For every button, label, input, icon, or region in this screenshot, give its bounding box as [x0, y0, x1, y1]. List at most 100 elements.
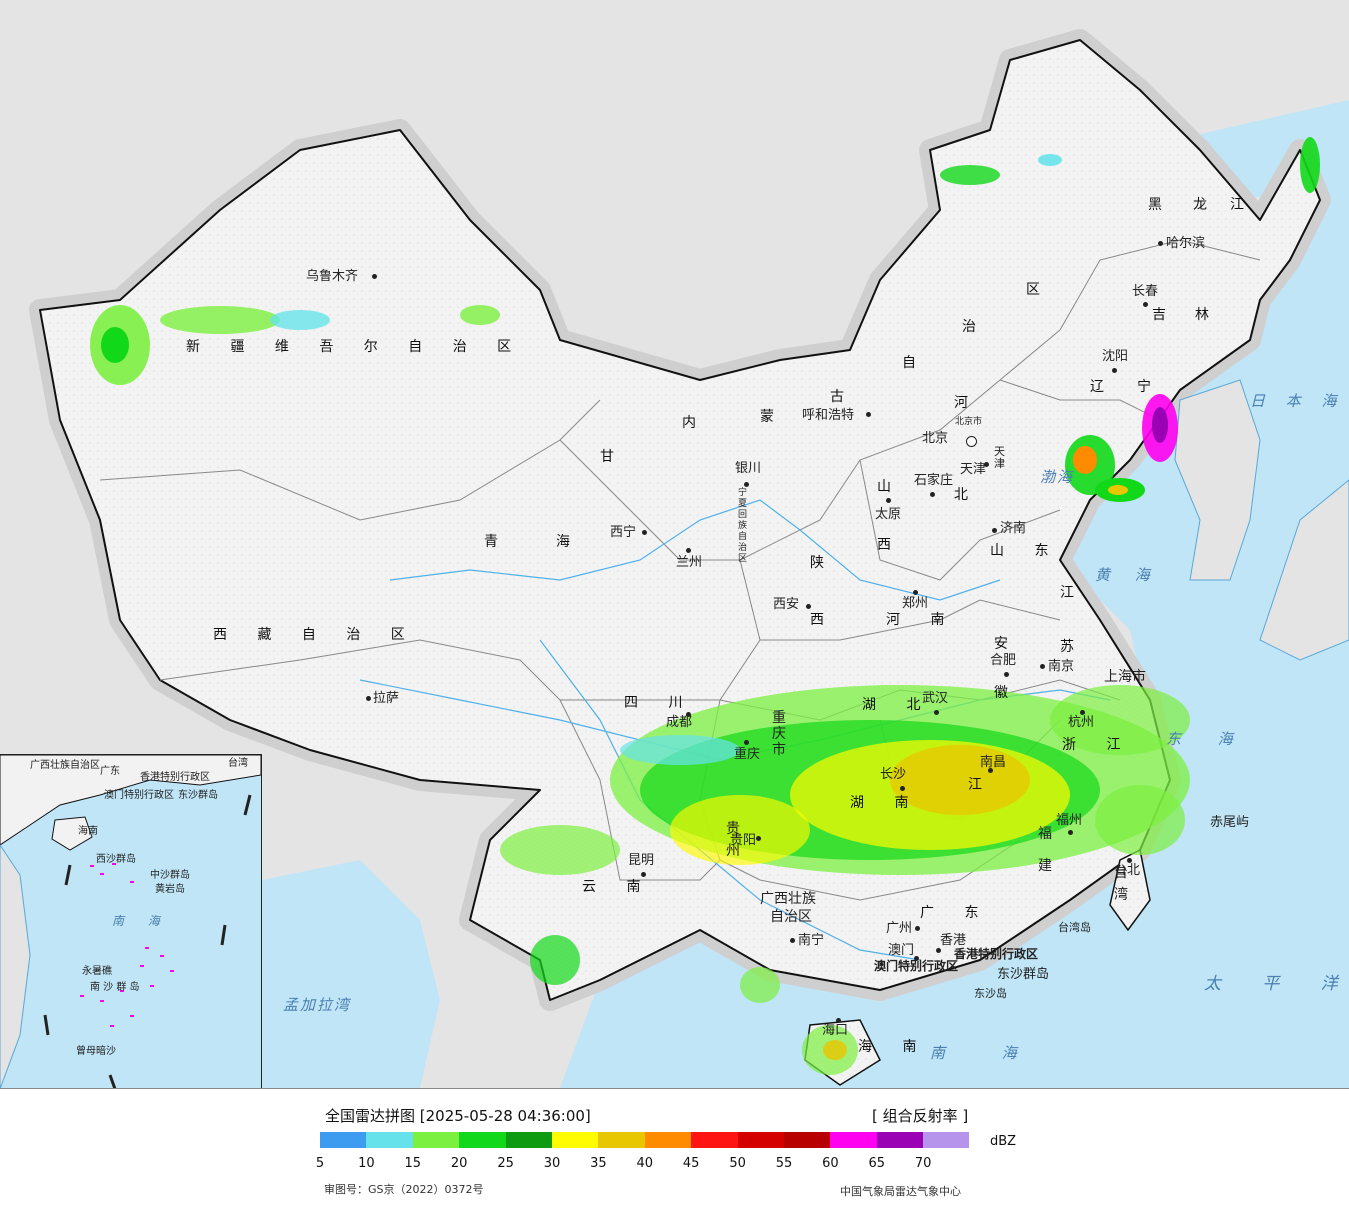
scale-tick-label: 70 — [914, 1156, 932, 1171]
label-jiangxi: 江 — [968, 777, 995, 793]
city-dot — [756, 836, 761, 841]
scale-tick-label: 10 — [358, 1156, 375, 1171]
sea-bengal: 孟加拉湾 — [283, 996, 352, 1014]
label-guangxi-2: 自治区 — [770, 909, 812, 925]
inset-huangyan: 黄岩岛 — [155, 884, 185, 895]
city-dot — [1068, 830, 1073, 835]
sea-bohai: 渤海 — [1040, 468, 1075, 486]
city-dot — [1080, 710, 1085, 715]
city-dot — [914, 956, 919, 961]
city-dot — [744, 482, 749, 487]
city-dot — [866, 412, 871, 417]
island-chiwei: 赤尾屿 — [1210, 815, 1250, 830]
island-dongsha: 东沙岛 — [974, 987, 1007, 1000]
color-swatch — [598, 1132, 645, 1148]
city-dot — [886, 498, 891, 503]
city-nanning: 南宁 — [798, 933, 825, 948]
city-dot — [366, 696, 371, 701]
sea-south: 南 海 — [930, 1044, 1043, 1062]
city-xining: 西宁 — [610, 525, 637, 540]
inset-southsea: 南 海 — [112, 914, 170, 928]
city-macau: 澳门 — [888, 943, 915, 958]
city-dot — [744, 740, 749, 745]
label-liaoning-1: 辽 — [1090, 379, 1117, 395]
inset-yongshu: 永暑礁 — [82, 966, 112, 977]
city-guiyang: 贵阳 — [730, 833, 757, 848]
city-wuhan: 武汉 — [922, 691, 949, 706]
city-zhengzhou: 郑州 — [902, 596, 929, 611]
label-neimenggu-2: 蒙 — [760, 409, 787, 425]
label-fujian: 福 建 — [1038, 826, 1052, 874]
city-dot — [984, 462, 989, 467]
inset-zhongsha: 中沙群岛 — [150, 870, 190, 881]
city-dot — [372, 274, 377, 279]
city-dot — [642, 530, 647, 535]
city-dot — [790, 938, 795, 943]
sea-japan: 日 本 海 — [1250, 392, 1345, 410]
city-chengdu: 成都 — [666, 715, 693, 730]
label-hk-region: 香港特别行政区 — [954, 947, 1039, 961]
color-swatch — [366, 1132, 413, 1148]
city-dot — [806, 604, 811, 609]
inset-nansha: 南 沙 群 岛 — [90, 982, 140, 993]
legend-unit: dBZ — [990, 1134, 1017, 1149]
bengal-sea — [262, 860, 440, 1088]
city-lanzhou: 兰州 — [676, 555, 703, 570]
china-radar-map: 新 疆 维 吾 尔 自 治 区 西 藏 自 治 区 青 海 甘 黑 龙 江 吉 … — [0, 0, 1349, 1089]
label-jilin-1: 吉 — [1152, 307, 1179, 323]
agency-name: 中国气象局雷达气象中心 — [840, 1185, 961, 1198]
label-anhui-1: 安 — [994, 636, 1021, 652]
color-swatch — [876, 1132, 924, 1148]
color-swatch — [783, 1132, 831, 1148]
label-tianjin: 天津 — [994, 445, 1005, 470]
scale-tick-label: 25 — [497, 1156, 514, 1171]
legend-panel: 全国雷达拼图 [2025-05-28 04:36:00] [ 组合反射率 ] d… — [0, 1089, 1349, 1208]
label-neimenggu-3: 古 — [830, 389, 857, 405]
label-henan: 河 南 — [886, 612, 958, 628]
city-taiyuan: 太原 — [875, 507, 902, 522]
label-guangdong: 广 东 — [920, 905, 992, 921]
city-dot — [1158, 241, 1163, 246]
city-dot — [913, 590, 918, 595]
label-hainan: 海 南 — [858, 1039, 930, 1055]
city-urumqi: 乌鲁木齐 — [306, 269, 359, 284]
city-hohhot: 呼和浩特 — [802, 408, 855, 423]
island-taiwan: 台湾岛 — [1058, 921, 1091, 934]
inset-taiwan: 台湾 — [228, 758, 248, 769]
color-swatch — [459, 1132, 506, 1148]
city-harbin: 哈尔滨 — [1166, 236, 1206, 251]
label-xinjiang: 新 疆 维 吾 尔 自 治 区 — [186, 339, 525, 355]
south-china-sea-inset: 广东 广西壮族自治区 台湾 香港特别行政区 澳门特别行政区 东沙群岛 海南 西沙… — [0, 754, 262, 1088]
label-neimenggu-4: 自 — [902, 355, 929, 371]
label-anhui-2: 徽 — [994, 685, 1021, 701]
label-chongqing: 重庆市 — [772, 710, 786, 758]
sea-pacific: 太 平 洋 — [1204, 974, 1349, 994]
city-dot — [1112, 368, 1117, 373]
sea-yellow: 黄 海 — [1095, 566, 1160, 584]
legend-title: 全国雷达拼图 [2025-05-28 04:36:00] — [325, 1107, 591, 1125]
scale-tick-label: 35 — [590, 1156, 607, 1171]
legend-product: [ 组合反射率 ] — [872, 1107, 969, 1125]
color-scale — [320, 1132, 970, 1148]
label-neimenggu-5: 治 — [962, 319, 989, 335]
scale-tick-label: 65 — [868, 1156, 886, 1171]
city-nanjing: 南京 — [1048, 659, 1075, 674]
label-xizang: 西 藏 自 治 区 — [213, 627, 418, 643]
label-shanghai: 上海市 — [1104, 669, 1146, 685]
color-swatch — [737, 1132, 784, 1148]
label-jiangsu-2: 苏 — [1060, 639, 1087, 655]
inset-hainan: 海南 — [78, 826, 98, 837]
scale-tick-label: 20 — [450, 1156, 468, 1171]
label-gansu: 甘 — [600, 449, 627, 465]
scale-tick-label: 15 — [404, 1156, 422, 1171]
sea-east: 东 海 — [1166, 730, 1249, 748]
label-shaanxi-1: 陕 — [810, 555, 837, 571]
city-tianjin: 天津 — [960, 462, 987, 477]
city-shijiazhuang: 石家庄 — [914, 473, 954, 488]
city-dot — [641, 872, 646, 877]
inset-canvas — [0, 755, 261, 1088]
city-dot — [900, 786, 905, 791]
city-xian: 西安 — [773, 597, 800, 612]
color-swatch — [923, 1132, 970, 1148]
